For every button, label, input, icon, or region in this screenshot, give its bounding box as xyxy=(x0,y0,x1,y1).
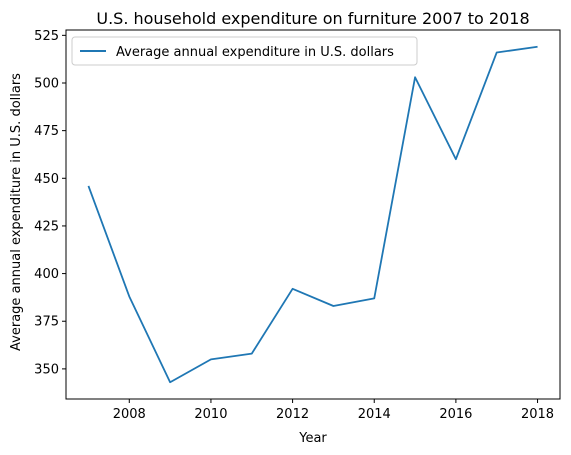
y-tick-label: 450 xyxy=(34,172,59,187)
y-axis-label: Average annual expenditure in U.S. dolla… xyxy=(9,73,24,351)
y-tick-label: 500 xyxy=(34,76,59,91)
series-layer xyxy=(87,45,538,384)
chart-title: U.S. household expenditure on furniture … xyxy=(96,9,529,28)
x-tick-label: 2016 xyxy=(439,407,472,422)
y-tick-label: 425 xyxy=(34,219,59,234)
y-tick-label: 350 xyxy=(34,362,59,377)
x-axis-label: Year xyxy=(298,431,327,446)
y-tick-label: 475 xyxy=(34,124,59,139)
y-tick-label: 400 xyxy=(34,267,59,282)
x-tick-label: 2010 xyxy=(194,407,227,422)
legend-entry-label: Average annual expenditure in U.S. dolla… xyxy=(116,45,394,60)
x-tick-label: 2014 xyxy=(358,407,391,422)
legend: Average annual expenditure in U.S. dolla… xyxy=(71,36,418,66)
x-tick-label: 2018 xyxy=(521,407,554,422)
x-tick-label: 2008 xyxy=(113,407,146,422)
axis-ticks: 2008 2010 2012 2014 2016 2018 350 375 400 425 450 4… xyxy=(34,29,554,422)
y-tick-label: 375 xyxy=(34,315,59,330)
x-tick-label: 2012 xyxy=(276,407,309,422)
series-line-0 xyxy=(87,45,538,384)
plot-frame xyxy=(65,29,561,400)
y-tick-label: 525 xyxy=(34,29,59,44)
legend-box xyxy=(71,36,418,66)
